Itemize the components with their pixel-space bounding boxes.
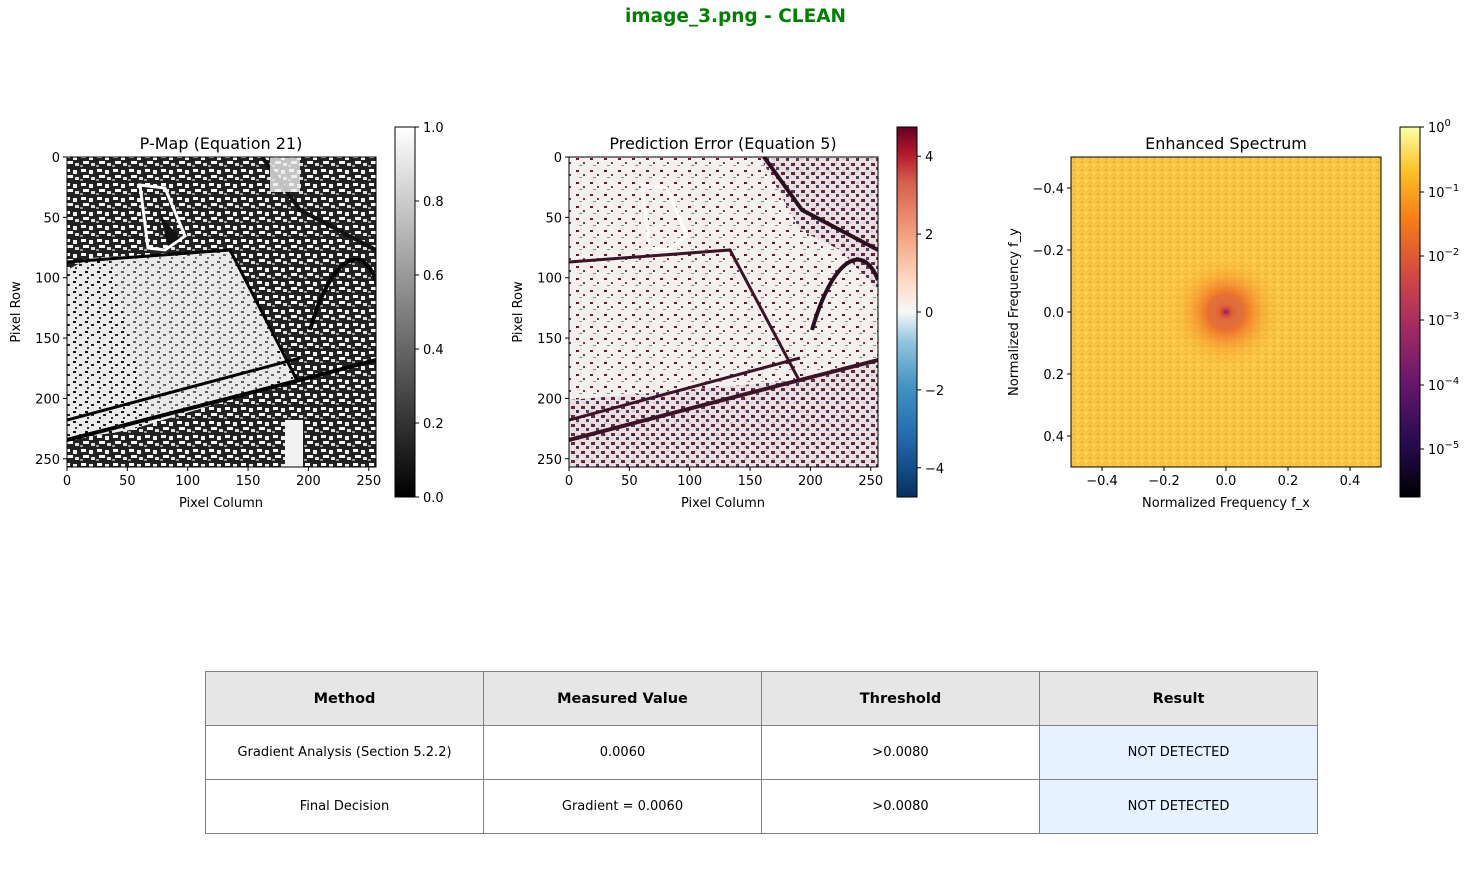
pmap-y-tick-label: 150 xyxy=(35,332,60,347)
spectrum-image xyxy=(1071,157,1381,467)
prediction-error-panel: Prediction Error (Equation 5) Pixel Colu… xyxy=(511,126,944,511)
spectrum-y-tick-label: 0.2 xyxy=(1043,368,1064,383)
pmap-title: P-Map (Equation 21) xyxy=(140,134,303,153)
spectrum-cb-tick-label: 10−4 xyxy=(1428,376,1459,394)
pmap-x-tick-label: 100 xyxy=(175,474,200,489)
figure-suptitle: image_3.png - CLEAN xyxy=(624,6,847,27)
pmap-cb-tick-label: 0.6 xyxy=(423,269,444,284)
spectrum-title: Enhanced Spectrum xyxy=(1145,134,1307,153)
pmap-y-tick-label: 0 xyxy=(52,151,60,166)
header-method: Method xyxy=(205,671,484,726)
prediction-error-cb-tick-label: 0 xyxy=(925,306,933,321)
cell-result: NOT DETECTED xyxy=(1039,779,1318,834)
prediction-error-xlabel: Pixel Column xyxy=(681,496,765,511)
cell-result: NOT DETECTED xyxy=(1039,725,1318,780)
spectrum-y-tick-label: −0.4 xyxy=(1032,182,1064,197)
pmap-y-tick-label: 200 xyxy=(35,392,60,407)
pmap-x-tick-label: 0 xyxy=(63,474,71,489)
pmap-x-tick-label: 250 xyxy=(356,474,381,489)
spectrum-y-tick-label: 0.0 xyxy=(1043,306,1064,321)
spectrum-y-tick-label: 0.4 xyxy=(1043,430,1064,445)
prediction-error-x-tick-label: 250 xyxy=(858,474,883,489)
cell-threshold: >0.0080 xyxy=(761,725,1040,780)
spectrum-cb-tick-label: 10−1 xyxy=(1428,183,1459,201)
prediction-error-x-tick-label: 0 xyxy=(565,474,573,489)
prediction-error-cb-tick-label: −2 xyxy=(925,384,944,399)
prediction-error-x-tick-label: 50 xyxy=(621,474,638,489)
pmap-panel: P-Map (Equation 21) Pixel Column Pixel R… xyxy=(9,121,444,511)
pmap-xlabel: Pixel Column xyxy=(179,496,263,511)
pmap-yticks: 0 50 100 150 200 250 xyxy=(35,151,67,468)
pmap-image xyxy=(67,157,376,467)
spectrum-colorbar xyxy=(1399,126,1421,498)
spectrum-cb-tick-label: 10−5 xyxy=(1428,440,1459,458)
pmap-xticks: 0 50 100 150 200 250 xyxy=(63,467,381,489)
prediction-error-yticks: 0 50 100 150 200 250 xyxy=(537,151,569,468)
spectrum-colorbar-ticks: 100 10−1 10−2 10−3 10−4 10−5 xyxy=(1420,118,1459,458)
prediction-error-x-tick-label: 150 xyxy=(738,474,763,489)
spectrum-yticks: −0.4 −0.2 0.0 0.2 0.4 xyxy=(1032,182,1071,445)
spectrum-cb-tick-label: 100 xyxy=(1428,118,1451,136)
cell-threshold: >0.0080 xyxy=(761,779,1040,834)
prediction-error-y-tick-label: 200 xyxy=(537,392,562,407)
table-row: Gradient Analysis (Section 5.2.2) 0.0060… xyxy=(205,725,1318,780)
pmap-x-tick-label: 150 xyxy=(236,474,261,489)
pmap-x-tick-label: 50 xyxy=(119,474,136,489)
spectrum-x-tick-label: 0.4 xyxy=(1340,474,1361,489)
prediction-error-cb-tick-label: 2 xyxy=(925,228,933,243)
figure-canvas: P-Map (Equation 21) Pixel Column Pixel R… xyxy=(9,118,1459,511)
prediction-error-image xyxy=(569,157,878,467)
cell-measured-value: Gradient = 0.0060 xyxy=(483,779,762,834)
pmap-y-tick-label: 100 xyxy=(35,272,60,287)
prediction-error-title: Prediction Error (Equation 5) xyxy=(609,134,836,153)
prediction-error-colorbar-ticks: −4 −2 0 2 4 xyxy=(917,150,944,477)
prediction-error-y-tick-label: 0 xyxy=(554,151,562,166)
prediction-error-ylabel: Pixel Row xyxy=(511,281,526,343)
pmap-y-tick-label: 50 xyxy=(43,211,60,226)
spectrum-panel: Enhanced Spectrum Normalized Frequency f… xyxy=(1007,118,1459,511)
spectrum-x-tick-label: −0.2 xyxy=(1148,474,1180,489)
results-table: Method Measured Value Threshold Result G… xyxy=(205,671,1318,834)
prediction-error-x-tick-label: 200 xyxy=(798,474,823,489)
pmap-cb-tick-label: 0.8 xyxy=(423,195,444,210)
cell-measured-value: 0.0060 xyxy=(483,725,762,780)
prediction-error-cb-tick-label: −4 xyxy=(925,462,944,477)
spectrum-x-tick-label: 0.0 xyxy=(1216,474,1237,489)
pmap-x-tick-label: 200 xyxy=(296,474,321,489)
spectrum-x-tick-label: 0.2 xyxy=(1278,474,1299,489)
header-result: Result xyxy=(1039,671,1318,726)
prediction-error-y-tick-label: 150 xyxy=(537,332,562,347)
pmap-cb-tick-label: 0.0 xyxy=(423,491,444,506)
table-header-row: Method Measured Value Threshold Result xyxy=(205,671,1318,726)
spectrum-xticks: −0.4 −0.2 0.0 0.2 0.4 xyxy=(1086,467,1360,489)
pmap-cb-tick-label: 0.2 xyxy=(423,417,444,432)
header-threshold: Threshold xyxy=(761,671,1040,726)
cell-method: Final Decision xyxy=(205,779,484,834)
prediction-error-y-tick-label: 100 xyxy=(537,272,562,287)
pmap-cb-tick-label: 0.4 xyxy=(423,343,444,358)
prediction-error-x-tick-label: 100 xyxy=(677,474,702,489)
pmap-colorbar-ticks: 0.0 0.2 0.4 0.6 0.8 1.0 xyxy=(415,121,444,506)
spectrum-ylabel: Normalized Frequency f_y xyxy=(1007,228,1022,396)
header-measured-value: Measured Value xyxy=(483,671,762,726)
spectrum-xlabel: Normalized Frequency f_x xyxy=(1142,496,1310,511)
prediction-error-xticks: 0 50 100 150 200 250 xyxy=(565,467,883,489)
table-row: Final Decision Gradient = 0.0060 >0.0080… xyxy=(205,779,1318,834)
cell-method: Gradient Analysis (Section 5.2.2) xyxy=(205,725,484,780)
prediction-error-y-tick-label: 50 xyxy=(545,211,562,226)
spectrum-x-tick-label: −0.4 xyxy=(1086,474,1118,489)
spectrum-y-tick-label: −0.2 xyxy=(1032,244,1064,259)
pmap-y-tick-label: 250 xyxy=(35,453,60,468)
prediction-error-cb-tick-label: 4 xyxy=(925,150,933,165)
pmap-ylabel: Pixel Row xyxy=(9,281,24,343)
spectrum-cb-tick-label: 10−3 xyxy=(1428,311,1459,329)
spectrum-cb-tick-label: 10−2 xyxy=(1428,247,1459,265)
prediction-error-colorbar xyxy=(896,126,918,498)
pmap-cb-tick-label: 1.0 xyxy=(423,121,444,136)
prediction-error-y-tick-label: 250 xyxy=(537,453,562,468)
pmap-colorbar xyxy=(394,126,416,498)
